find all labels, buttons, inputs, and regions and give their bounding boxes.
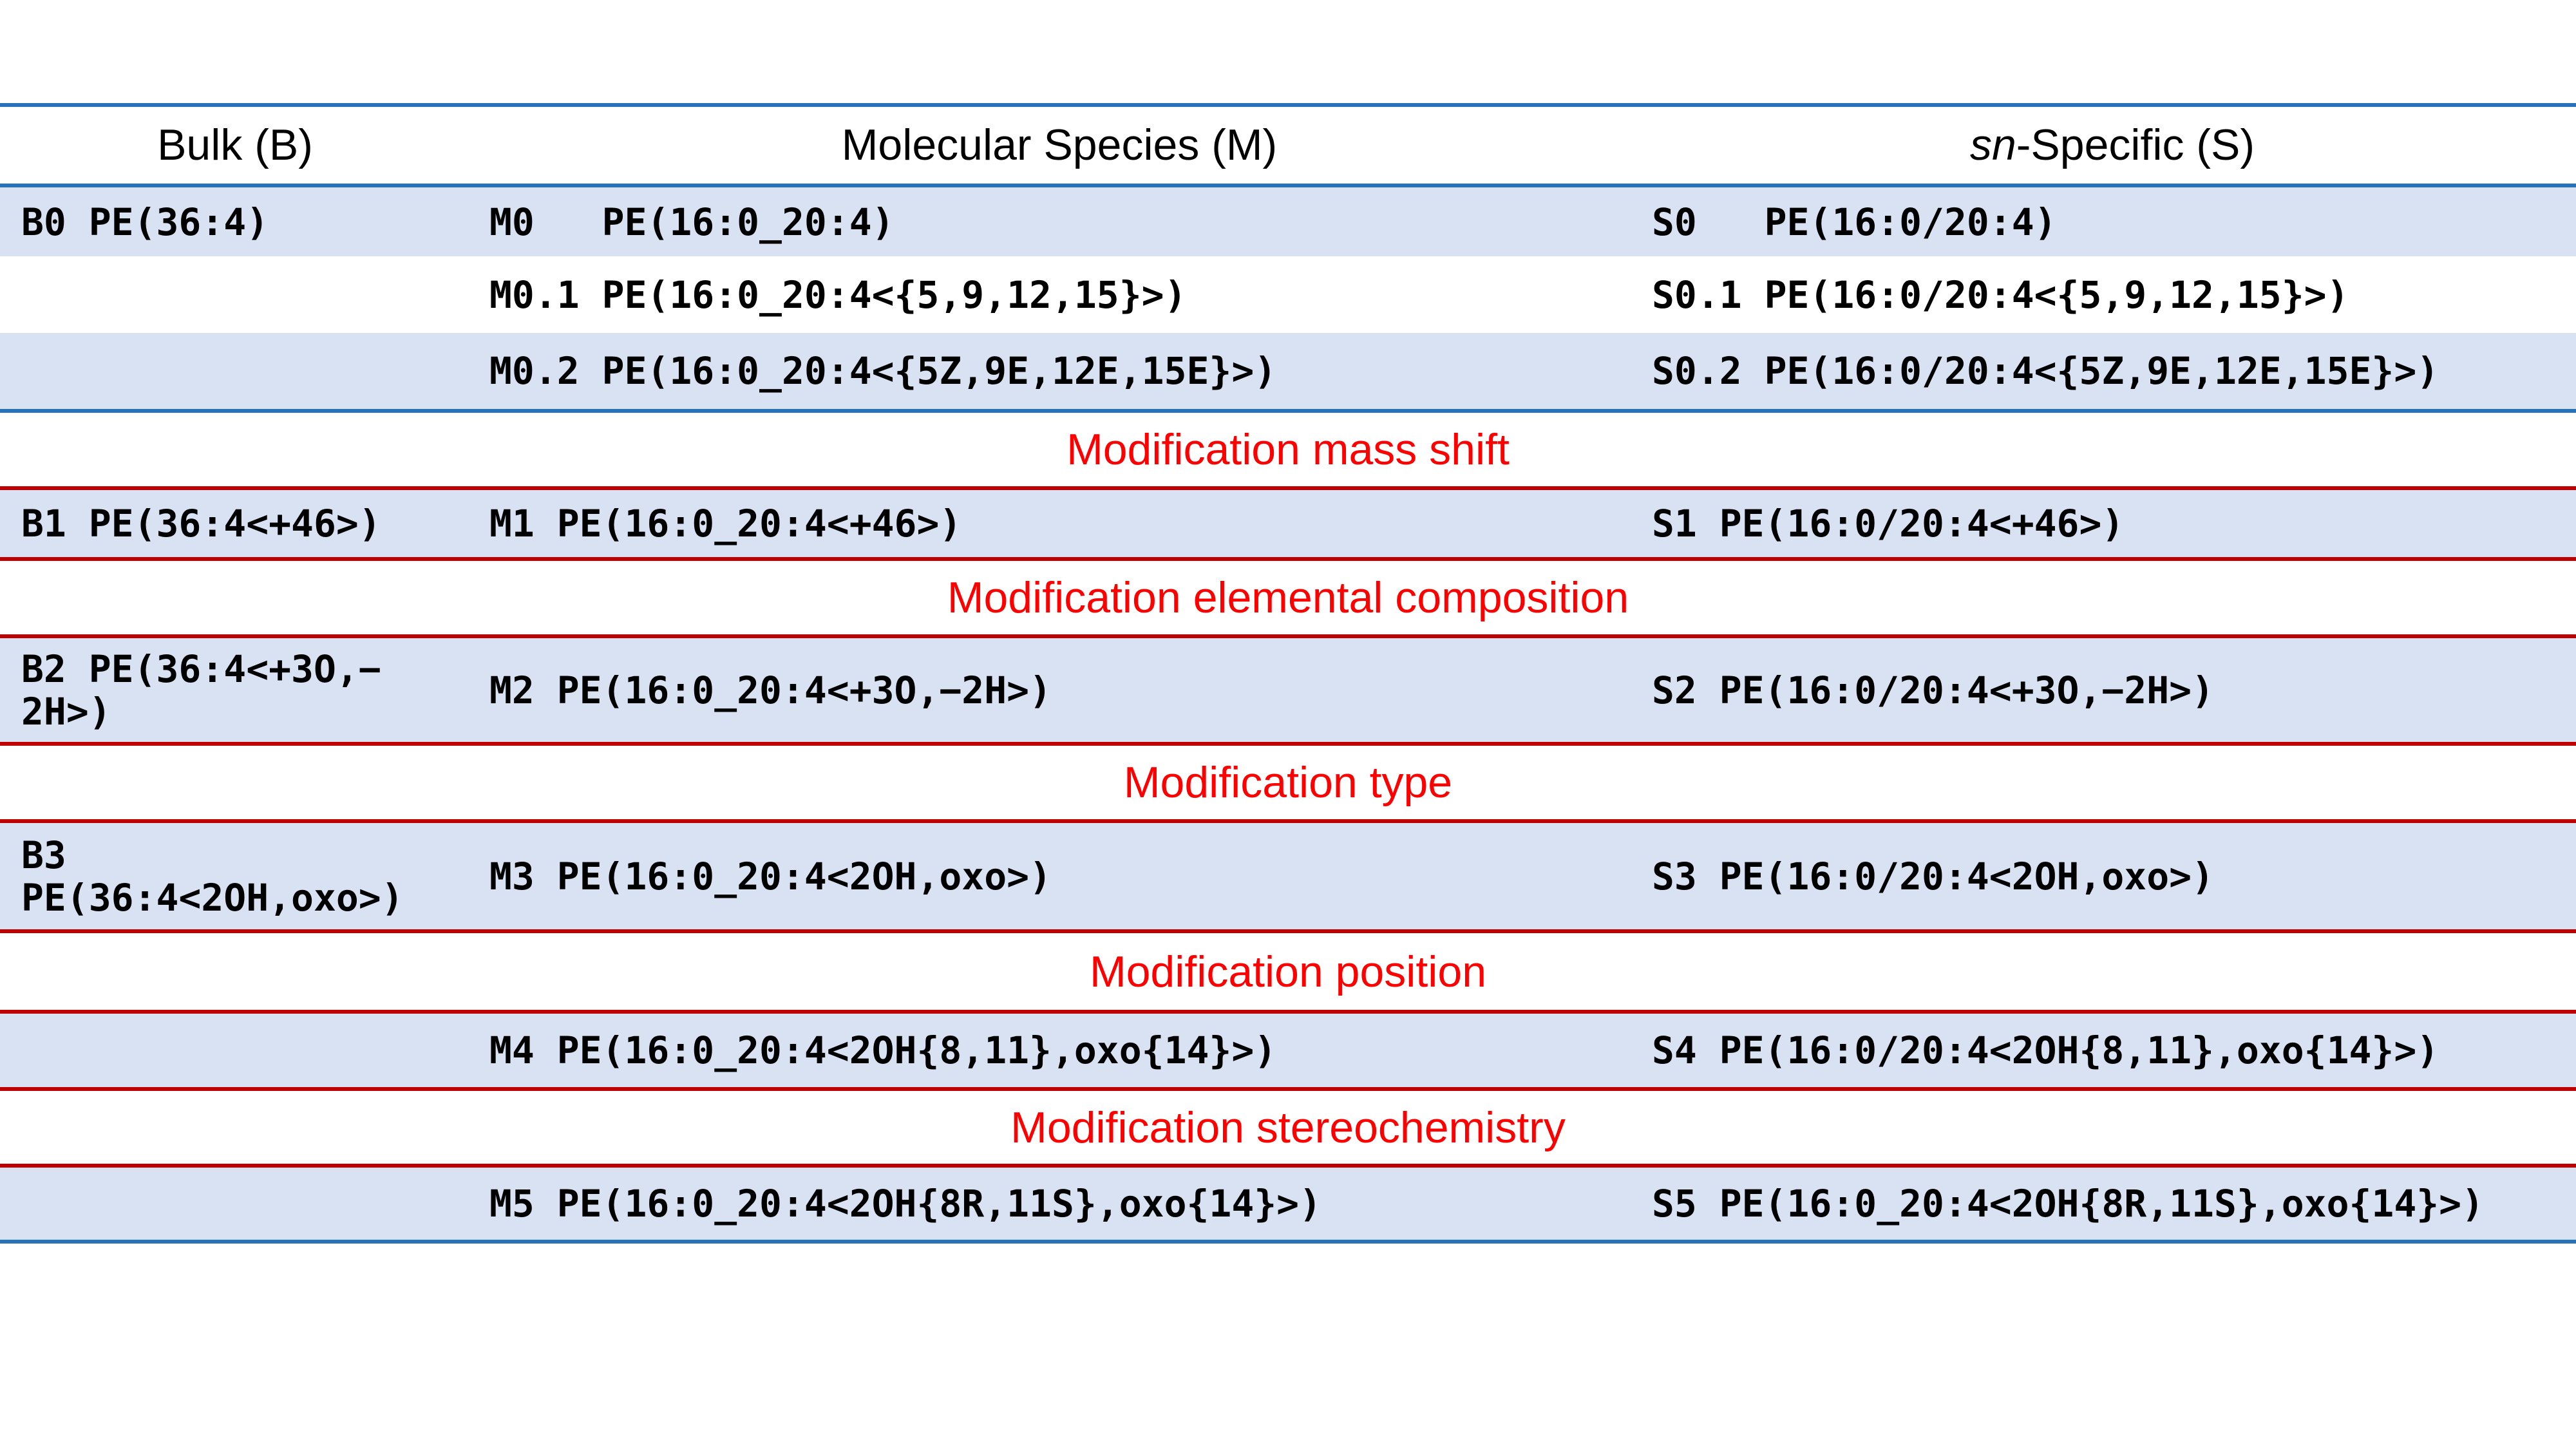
section-label-stereochemistry: Modification stereochemistry [1010,1103,1566,1152]
table-header-row: Bulk (B) Molecular Species (M) sn-Specif… [0,107,2576,187]
cell-s1: S1 PE(16:0/20:4<+46>) [1652,502,2125,545]
table-row-level-3: B3 PE(36:4<2OH,oxo>) M3 PE(16:0_20:4<2OH… [0,823,2576,933]
table-row-level-5: M5 PE(16:0_20:4<2OH{8R,11S},oxo{14}>) S5… [0,1168,2576,1244]
section-header-elemental-composition: Modification elemental composition [0,561,2576,638]
column-header-bulk: Bulk (B) [157,120,313,170]
cell-m1: M1 PE(16:0_20:4<+46>) [489,502,962,545]
cell-s2: S2 PE(16:0/20:4<+3O,−2H>) [1652,668,2214,712]
sn-specific-rest-text: -Specific (S) [2016,120,2255,170]
section-header-stereochemistry: Modification stereochemistry [0,1091,2576,1168]
section-header-type: Modification type [0,746,2576,823]
table-row-level-0: B0 PE(36:4) M0 PE(16:0_20:4) S0 PE(16:0/… [0,187,2576,256]
cell-m0: M0 PE(16:0_20:4) [489,200,895,244]
sn-italic-text: sn [1969,120,2016,170]
section-label-mass-shift: Modification mass shift [1066,425,1510,474]
cell-m4: M4 PE(16:0_20:4<2OH{8,11},oxo{14}>) [489,1028,1277,1072]
column-header-sn-specific: sn-Specific (S) [1649,120,2576,170]
table-row-level-4: M4 PE(16:0_20:4<2OH{8,11},oxo{14}>) S4 P… [0,1014,2576,1091]
section-header-mass-shift: Modification mass shift [0,413,2576,490]
section-header-position: Modification position [0,933,2576,1014]
cell-m5: M5 PE(16:0_20:4<2OH{8R,11S},oxo{14}>) [489,1182,1322,1226]
cell-s0-1: S0.1 PE(16:0/20:4<{5,9,12,15}>) [1652,272,2349,317]
cell-s0-2: S0.2 PE(16:0/20:4<{5Z,9E,12E,15E}>) [1652,349,2439,393]
cell-m0-2: M0.2 PE(16:0_20:4<{5Z,9E,12E,15E}>) [489,349,1277,393]
cell-s0: S0 PE(16:0/20:4) [1652,200,2057,244]
cell-m2: M2 PE(16:0_20:4<+3O,−2H>) [489,668,1052,712]
cell-b0: B0 PE(36:4) [21,200,269,244]
cell-s5: S5 PE(16:0_20:4<2OH{8R,11S},oxo{14}>) [1652,1182,2485,1226]
column-header-molecular-species: Molecular Species (M) [841,120,1278,170]
cell-b3: B3 PE(36:4<2OH,oxo>) [21,833,404,920]
section-label-position: Modification position [1089,947,1487,996]
cell-s3: S3 PE(16:0/20:4<2OH,oxo>) [1652,854,2214,898]
table-row-level-2: B2 PE(36:4<+3O,− 2H>) M2 PE(16:0_20:4<+3… [0,638,2576,746]
section-label-elemental-composition: Modification elemental composition [947,573,1629,622]
cell-s4: S4 PE(16:0/20:4<2OH{8,11},oxo{14}>) [1652,1028,2439,1072]
table-row-level-0-2: M0.2 PE(16:0_20:4<{5Z,9E,12E,15E}>) S0.2… [0,333,2576,413]
cell-b2: B2 PE(36:4<+3O,− 2H>) [21,647,381,734]
cell-m3: M3 PE(16:0_20:4<2OH,oxo>) [489,854,1052,898]
section-label-type: Modification type [1123,758,1453,807]
cell-m0-1: M0.1 PE(16:0_20:4<{5,9,12,15}>) [489,272,1187,317]
cell-b1: B1 PE(36:4<+46>) [21,502,381,545]
table-row-level-0-1: M0.1 PE(16:0_20:4<{5,9,12,15}>) S0.1 PE(… [0,256,2576,333]
lipid-nomenclature-table: Bulk (B) Molecular Species (M) sn-Specif… [0,103,2576,1244]
table-row-level-1: B1 PE(36:4<+46>) M1 PE(16:0_20:4<+46>) S… [0,490,2576,561]
